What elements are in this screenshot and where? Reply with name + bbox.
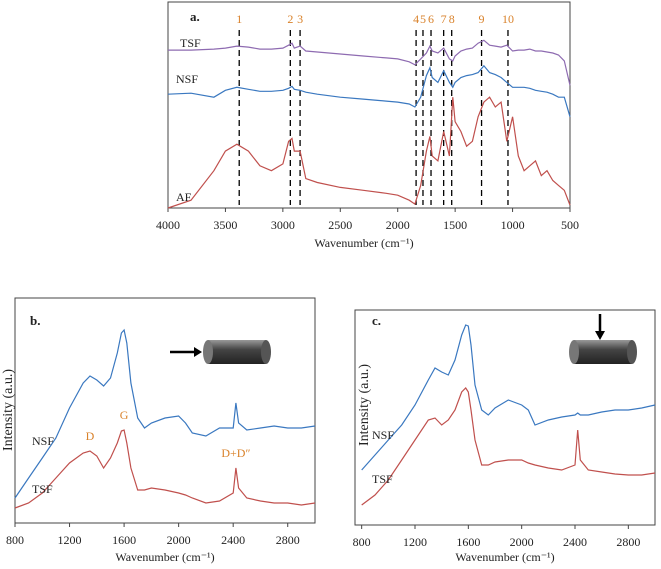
x-tick-label: 800 (6, 533, 24, 547)
x-axis-label: Wavenumber (cm⁻¹) (314, 236, 413, 250)
peak-label: 6 (428, 12, 434, 26)
x-tick-label: 3500 (213, 218, 237, 232)
inset-b (170, 340, 271, 364)
spectrum-line (361, 324, 656, 471)
spectrum-line (14, 328, 316, 499)
peak-label: 2 (287, 12, 293, 26)
peak-label: 3 (297, 12, 303, 26)
panel-label: a. (190, 9, 200, 24)
spectrum-line (167, 96, 571, 209)
series-label: AF (176, 190, 192, 204)
peak-label: 9 (479, 12, 485, 26)
series-label: TSF (180, 36, 201, 50)
x-tick-label: 2000 (510, 535, 534, 549)
x-tick-label: 1600 (456, 535, 480, 549)
x-tick-label: 1500 (443, 218, 467, 232)
peak-annotation: G (120, 408, 129, 422)
peak-label: 10 (502, 12, 514, 26)
x-tick-label: 2800 (616, 535, 640, 549)
y-axis-label: Intensity (a.u.) (357, 364, 372, 446)
spectrum-line (14, 429, 316, 509)
x-tick-label: 2500 (328, 218, 352, 232)
peak-label: 8 (449, 12, 455, 26)
x-tick-label: 800 (353, 535, 371, 549)
peak-annotation: D (86, 429, 95, 443)
panel-label: c. (372, 313, 381, 328)
spectrum-line (168, 39, 571, 86)
x-tick-label: 2400 (563, 535, 587, 549)
series-label: NSF (32, 434, 54, 448)
x-tick-label: 2800 (276, 533, 300, 547)
y-axis-label: Intensity (a.u.) (1, 369, 16, 451)
series-label: NSF (176, 72, 198, 86)
peak-label: 1 (236, 12, 242, 26)
x-tick-label: 2000 (386, 218, 410, 232)
series-label: TSF (32, 482, 53, 496)
series-label: NSF (372, 428, 394, 442)
peak-label: 5 (420, 12, 426, 26)
x-tick-label: 1600 (112, 533, 136, 547)
inset-c (569, 314, 637, 364)
plot-frame (167, 1, 571, 209)
plot-frame (14, 297, 316, 524)
peak-annotation: D+D″ (221, 446, 250, 460)
peak-label: 4 (413, 12, 419, 26)
spectrum-line (361, 387, 656, 506)
x-axis-label: Wavenumber (cm⁻¹) (455, 550, 554, 564)
x-tick-label: 4000 (156, 218, 180, 232)
plot-frame (354, 309, 656, 526)
x-tick-label: 1200 (58, 533, 82, 547)
x-tick-label: 2400 (221, 533, 245, 547)
x-tick-label: 1200 (403, 535, 427, 549)
x-tick-label: 2000 (167, 533, 191, 547)
x-tick-label: 1000 (501, 218, 525, 232)
panel-label: b. (30, 313, 40, 328)
x-axis-label: Wavenumber (cm⁻¹) (115, 550, 214, 564)
peak-label: 7 (441, 12, 447, 26)
series-label: TSF (372, 472, 393, 486)
x-tick-label: 3000 (271, 218, 295, 232)
spectrum-line (167, 64, 571, 117)
x-tick-label: 500 (561, 218, 579, 232)
